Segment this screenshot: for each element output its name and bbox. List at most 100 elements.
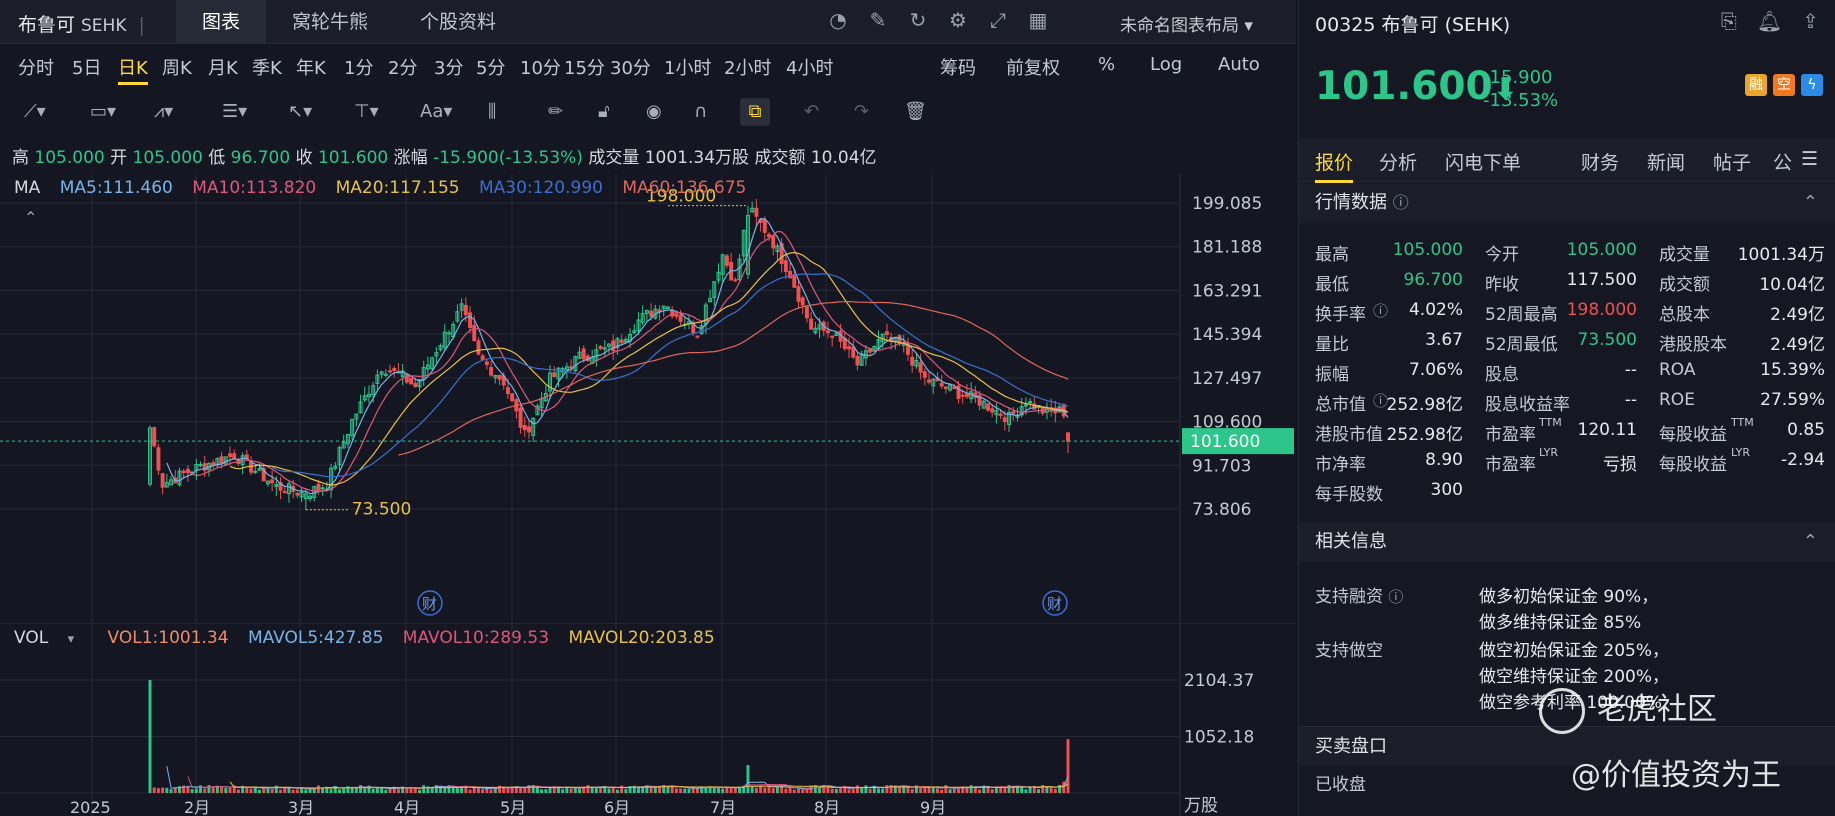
rect-tool-icon[interactable]: ▭▾ bbox=[90, 101, 117, 122]
refresh-icon[interactable]: ↻ bbox=[909, 8, 927, 32]
tab-warrants[interactable]: 窝轮牛熊 bbox=[292, 11, 369, 33]
chart-option-2[interactable]: % bbox=[1098, 54, 1116, 75]
candle-body bbox=[960, 394, 965, 397]
period-15[interactable]: 2小时 bbox=[724, 58, 772, 79]
short-badge[interactable]: 空 bbox=[1773, 74, 1795, 96]
undo-icon[interactable]: ↶ bbox=[804, 101, 820, 122]
line-tool-icon[interactable]: ⟋▾ bbox=[24, 101, 46, 122]
chart-option-0[interactable]: 筹码 bbox=[940, 58, 976, 79]
period-3[interactable]: 周K bbox=[162, 58, 192, 79]
vol-legend-label[interactable]: VOL ▾ bbox=[14, 628, 75, 648]
candle-body bbox=[741, 229, 746, 257]
quote-tab-1[interactable]: 分析 bbox=[1379, 152, 1418, 174]
text-tool-icon[interactable]: Aa▾ bbox=[420, 101, 453, 122]
redo-icon[interactable]: ↷ bbox=[854, 101, 870, 122]
quote-value: 15.39% bbox=[1760, 360, 1825, 380]
period-11[interactable]: 10分 bbox=[520, 58, 561, 79]
candle-body bbox=[472, 324, 477, 341]
tab-profile[interactable]: 个股资料 bbox=[420, 11, 497, 33]
quote-tab-6[interactable]: 公 bbox=[1773, 152, 1793, 174]
quote-tab-0[interactable]: 报价 bbox=[1315, 148, 1354, 183]
edit-icon[interactable]: ✎ bbox=[869, 8, 887, 32]
magnet-icon[interactable]: ∩ bbox=[694, 101, 708, 122]
candle-body bbox=[286, 483, 291, 495]
bell-icon[interactable]: 🔔︎ bbox=[1756, 9, 1783, 33]
period-13[interactable]: 30分 bbox=[610, 58, 651, 79]
quote-tab-2[interactable]: 闪电下单 bbox=[1445, 152, 1522, 174]
period-2[interactable]: 日K bbox=[118, 54, 148, 85]
period-4[interactable]: 月K bbox=[208, 58, 238, 79]
measure-tool-icon[interactable]: ⊤▾ bbox=[354, 101, 379, 122]
link-icon[interactable]: ⧉ bbox=[740, 98, 770, 126]
quote-tab-5[interactable]: 帖子 bbox=[1713, 152, 1752, 174]
candles bbox=[148, 198, 1070, 510]
vol-tick-label: 万股 bbox=[1184, 796, 1218, 816]
ma-legend-label[interactable]: MA bbox=[14, 178, 41, 198]
period-7[interactable]: 1分 bbox=[344, 58, 374, 79]
related-section-header[interactable]: 相关信息 ⌃ bbox=[1299, 522, 1835, 562]
candle-body bbox=[745, 214, 750, 275]
flash-badge[interactable]: ϟ bbox=[1801, 74, 1823, 96]
volume-bar bbox=[847, 789, 851, 793]
period-0[interactable]: 分时 bbox=[18, 58, 54, 79]
candle-body bbox=[649, 310, 654, 317]
info-icon[interactable]: ⓘ bbox=[1373, 392, 1389, 410]
eye-icon[interactable]: ◉ bbox=[646, 101, 662, 122]
chart-option-4[interactable]: Auto bbox=[1218, 54, 1260, 75]
pattern-tool-icon[interactable]: ⩘▾ bbox=[154, 101, 174, 122]
period-1[interactable]: 5日 bbox=[72, 58, 102, 79]
period-6[interactable]: 年K bbox=[296, 58, 326, 79]
fullscreen-icon[interactable]: ⤢ bbox=[990, 8, 1006, 32]
pencil-icon[interactable]: ✏ bbox=[548, 101, 564, 122]
info-icon[interactable]: ⓘ bbox=[1373, 302, 1389, 320]
speed-icon[interactable]: ◔ bbox=[829, 8, 847, 32]
quote-value: 7.06% bbox=[1408, 360, 1463, 380]
ma5-line bbox=[166, 217, 1069, 495]
period-8[interactable]: 2分 bbox=[388, 58, 418, 79]
candle-body bbox=[341, 441, 346, 449]
volume-bar bbox=[1032, 785, 1036, 793]
period-12[interactable]: 15分 bbox=[564, 58, 605, 79]
volume-chart[interactable]: 2104.37 1052.18 万股 2025 2月 3月 4月 5月 6月 7月 8月 9月 bbox=[0, 623, 1296, 816]
indicator-icon[interactable]: ⫼ bbox=[488, 101, 497, 122]
margin-badge[interactable]: 融 bbox=[1745, 74, 1767, 96]
period-16[interactable]: 4小时 bbox=[786, 58, 834, 79]
period-14[interactable]: 1小时 bbox=[664, 58, 712, 79]
arrow-tool-icon[interactable]: ↖▾ bbox=[288, 101, 313, 122]
candle-body bbox=[430, 357, 435, 370]
candle-body bbox=[986, 403, 990, 411]
x-tick-label: 6月 bbox=[604, 798, 630, 816]
quote-label: 成交额 bbox=[1659, 275, 1710, 295]
period-10[interactable]: 5分 bbox=[476, 58, 506, 79]
volume-bar bbox=[759, 785, 763, 793]
grid-icon[interactable]: ▦ bbox=[1028, 8, 1048, 32]
candlestick-chart[interactable]: 199.085 181.188 163.291 145.394 127.497 109.6… bbox=[0, 174, 1296, 622]
candle-body bbox=[459, 303, 464, 311]
candle-body bbox=[581, 348, 586, 360]
chart-option-1[interactable]: 前复权 bbox=[1006, 58, 1060, 79]
tab-chart[interactable]: 图表 bbox=[176, 0, 267, 44]
fib-tool-icon[interactable]: ☰▾ bbox=[222, 101, 248, 122]
volume-bar bbox=[1003, 787, 1007, 793]
candle-body bbox=[834, 332, 839, 336]
volume-bar bbox=[1066, 739, 1070, 793]
volume-bar bbox=[199, 785, 203, 793]
quote-tab-4[interactable]: 新闻 bbox=[1647, 152, 1686, 174]
quote-row: 每手股数 300 bbox=[1315, 480, 1825, 510]
volume-bar bbox=[881, 788, 885, 793]
collapse-icon[interactable]: ⌃ bbox=[24, 208, 38, 227]
period-5[interactable]: 季K bbox=[252, 58, 282, 79]
lock-icon[interactable]: 🔓︎ bbox=[598, 101, 610, 122]
chart-option-3[interactable]: Log bbox=[1150, 54, 1183, 75]
trash-icon[interactable]: 🗑︎ bbox=[904, 101, 927, 122]
candle-body bbox=[240, 455, 245, 466]
bookmark-icon[interactable]: ⎘ bbox=[1720, 9, 1737, 33]
period-9[interactable]: 3分 bbox=[434, 58, 464, 79]
share-icon[interactable]: ⇪ bbox=[1802, 9, 1819, 33]
volume-bar bbox=[653, 787, 657, 793]
quote-section-header[interactable]: 行情数据 ⓘ ⌃ bbox=[1299, 183, 1835, 223]
menu-icon[interactable]: ☰ bbox=[1801, 148, 1819, 170]
quote-tab-3[interactable]: 财务 bbox=[1581, 152, 1620, 174]
gear-icon[interactable]: ⚙ bbox=[949, 8, 967, 32]
layout-selector[interactable]: 未命名图表布局 ▾ bbox=[1120, 16, 1253, 36]
